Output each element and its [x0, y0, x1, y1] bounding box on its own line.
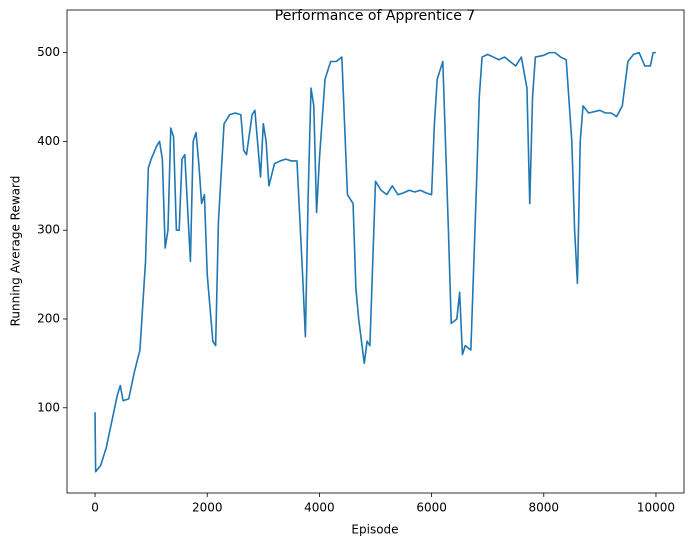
y-tick-label: 500: [37, 45, 60, 59]
x-tick-label: 2000: [192, 501, 223, 515]
x-tick-label: 4000: [304, 501, 335, 515]
data-line: [94, 51, 656, 473]
y-tick-label: 200: [37, 311, 60, 325]
plot-frame: [66, 9, 685, 494]
x-axis-label: Episode: [351, 523, 398, 537]
y-axis-label: Running Average Reward: [9, 176, 23, 327]
y-tick-label: 100: [37, 400, 60, 414]
y-tick-label: 400: [37, 134, 60, 148]
x-tick-label: 10000: [637, 501, 675, 515]
x-tick-label: 8000: [528, 501, 559, 515]
chart-title: Performance of Apprentice 7: [275, 8, 475, 24]
x-tick-label: 6000: [416, 501, 447, 515]
y-tick-label: 300: [37, 223, 60, 237]
x-tick-label: 0: [91, 501, 99, 515]
